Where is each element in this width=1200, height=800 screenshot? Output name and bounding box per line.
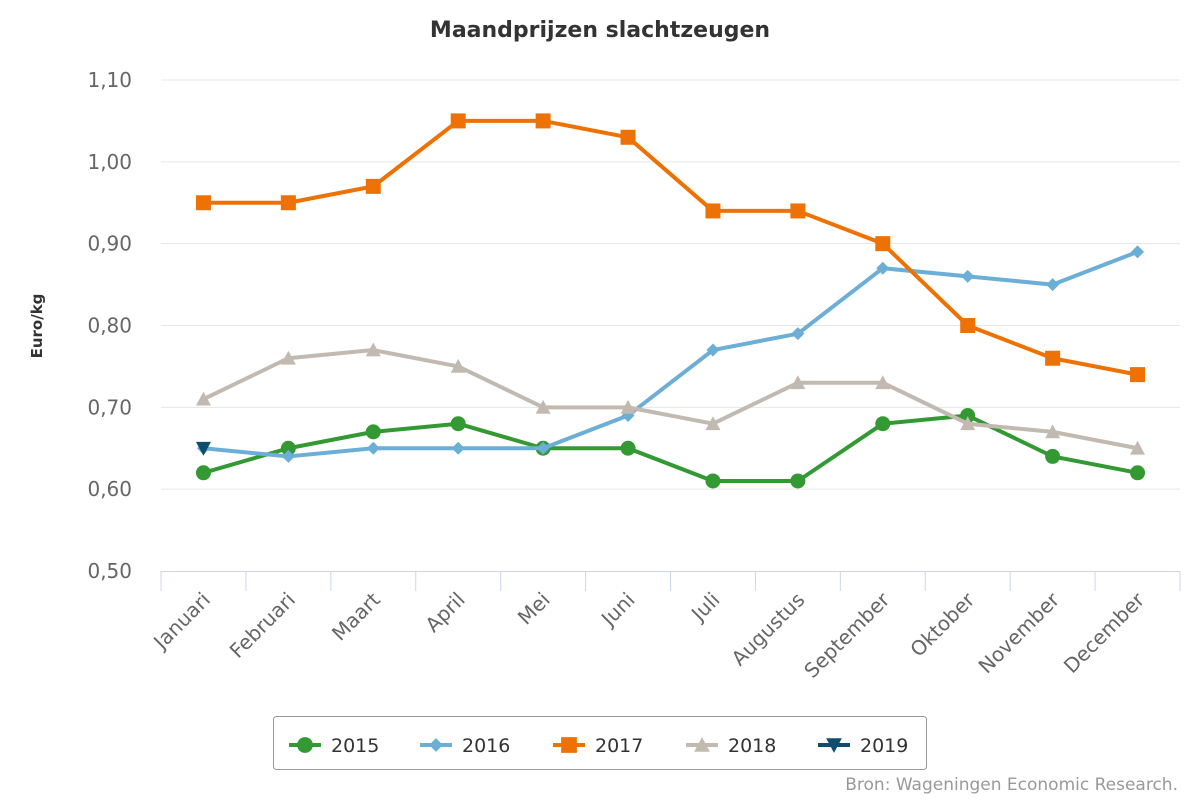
- series-line-2015: [201, 413, 1140, 483]
- legend-marker-icon: [297, 737, 313, 753]
- data-point-2017: [790, 203, 806, 219]
- data-point-2016: [961, 269, 975, 283]
- legend-label: 2018: [728, 735, 776, 757]
- series-line-2017: [201, 118, 1140, 377]
- y-tick-label: 0,90: [87, 232, 132, 256]
- data-point-2015: [790, 473, 806, 489]
- legend-item-2017[interactable]: 2017: [553, 735, 643, 757]
- legend-item-2019[interactable]: 2019: [818, 735, 908, 757]
- data-point-2018: [535, 399, 551, 414]
- x-tick-label: Januari: [147, 588, 215, 656]
- data-point-2017: [960, 318, 976, 333]
- data-point-2017: [365, 178, 381, 194]
- data-point-2016: [1131, 245, 1145, 259]
- x-tick-label: Maart: [327, 587, 385, 645]
- data-point-2015: [1045, 448, 1061, 464]
- data-point-2018: [450, 358, 466, 373]
- y-tick-label: 0,70: [87, 395, 132, 419]
- chart-title: Maandprijzen slachtzeugen: [430, 18, 770, 43]
- credit-text: Bron: Wageningen Economic Research.: [845, 775, 1178, 795]
- data-point-2015: [450, 416, 466, 432]
- series-layer: [195, 113, 1146, 489]
- series-line-2016: [201, 249, 1140, 459]
- data-point-2017: [1130, 367, 1146, 383]
- data-point-2016: [451, 441, 465, 455]
- data-point-2019: [195, 441, 211, 456]
- data-point-2018: [1130, 440, 1146, 455]
- data-point-2016: [1046, 278, 1060, 292]
- data-point-2016: [791, 327, 805, 341]
- series-2015: [195, 408, 1146, 489]
- series-2019: [195, 441, 211, 456]
- data-point-2018: [960, 416, 976, 431]
- data-point-2017: [875, 236, 891, 252]
- legend-label: 2019: [860, 735, 908, 757]
- data-point-2015: [1130, 465, 1146, 481]
- y-tick-label: 1,10: [87, 68, 132, 92]
- data-point-2016: [876, 261, 890, 275]
- legend-label: 2015: [331, 735, 379, 757]
- legend-label: 2016: [462, 735, 510, 757]
- data-point-2017: [450, 113, 466, 129]
- grid-layer: [161, 79, 1180, 490]
- legend-marker-icon: [561, 737, 577, 753]
- data-point-2017: [280, 195, 296, 211]
- legend-item-2015[interactable]: 2015: [289, 735, 379, 757]
- y-tick-label: 0,80: [87, 314, 132, 338]
- legend-label: 2017: [595, 735, 643, 757]
- data-point-2015: [365, 424, 381, 440]
- x-tick-label: Februari: [225, 588, 300, 663]
- data-point-2015: [705, 473, 721, 489]
- data-point-2018: [280, 350, 296, 365]
- y-tick-label: 1,00: [87, 150, 132, 174]
- data-point-2018: [195, 391, 211, 406]
- data-point-2018: [875, 375, 891, 390]
- legend-marker-icon: [826, 738, 842, 753]
- legend-box: [273, 716, 927, 770]
- data-point-2015: [960, 408, 976, 424]
- data-point-2017: [705, 203, 721, 219]
- data-point-2015: [195, 465, 211, 481]
- legend-item-2016[interactable]: 2016: [420, 735, 510, 757]
- data-point-2016: [536, 441, 550, 455]
- data-point-2018: [365, 342, 381, 357]
- data-point-2016: [706, 343, 720, 357]
- legend-marker-icon: [694, 737, 710, 752]
- data-point-2018: [705, 416, 721, 431]
- y-tick-label: 0,60: [87, 477, 132, 501]
- x-tick-label: Augustus: [727, 588, 810, 671]
- data-point-2015: [875, 416, 891, 432]
- data-point-2017: [535, 113, 551, 129]
- data-point-2017: [1045, 350, 1061, 366]
- data-point-2018: [620, 399, 636, 414]
- y-axis-label: Euro/kg: [28, 294, 46, 359]
- x-tick-label: Oktober: [905, 587, 980, 662]
- data-point-2018: [1045, 424, 1061, 439]
- series-2017: [195, 113, 1146, 383]
- data-point-2015: [620, 440, 636, 456]
- series-2018: [195, 342, 1146, 455]
- data-point-2017: [195, 195, 211, 211]
- x-tick-label: Mei: [513, 588, 555, 630]
- data-point-2018: [790, 375, 806, 390]
- legend: 2015 2016 2017 2018 2019: [273, 716, 927, 770]
- x-tick-label: Juli: [685, 588, 724, 627]
- x-tick-label: April: [420, 588, 469, 637]
- x-tick-label: November: [974, 587, 1065, 678]
- x-tick-label: Juni: [595, 588, 639, 632]
- y-tick-label: 0,50: [87, 559, 132, 583]
- x-tick-label: December: [1059, 587, 1150, 678]
- data-point-2015: [280, 440, 296, 456]
- series-line-2018: [201, 348, 1140, 451]
- legend-item-2018[interactable]: 2018: [686, 735, 776, 757]
- data-point-2016: [366, 441, 380, 455]
- data-point-2016: [281, 449, 295, 463]
- data-point-2017: [620, 129, 636, 145]
- x-tick-label: September: [799, 587, 895, 683]
- legend-marker-icon: [429, 738, 443, 752]
